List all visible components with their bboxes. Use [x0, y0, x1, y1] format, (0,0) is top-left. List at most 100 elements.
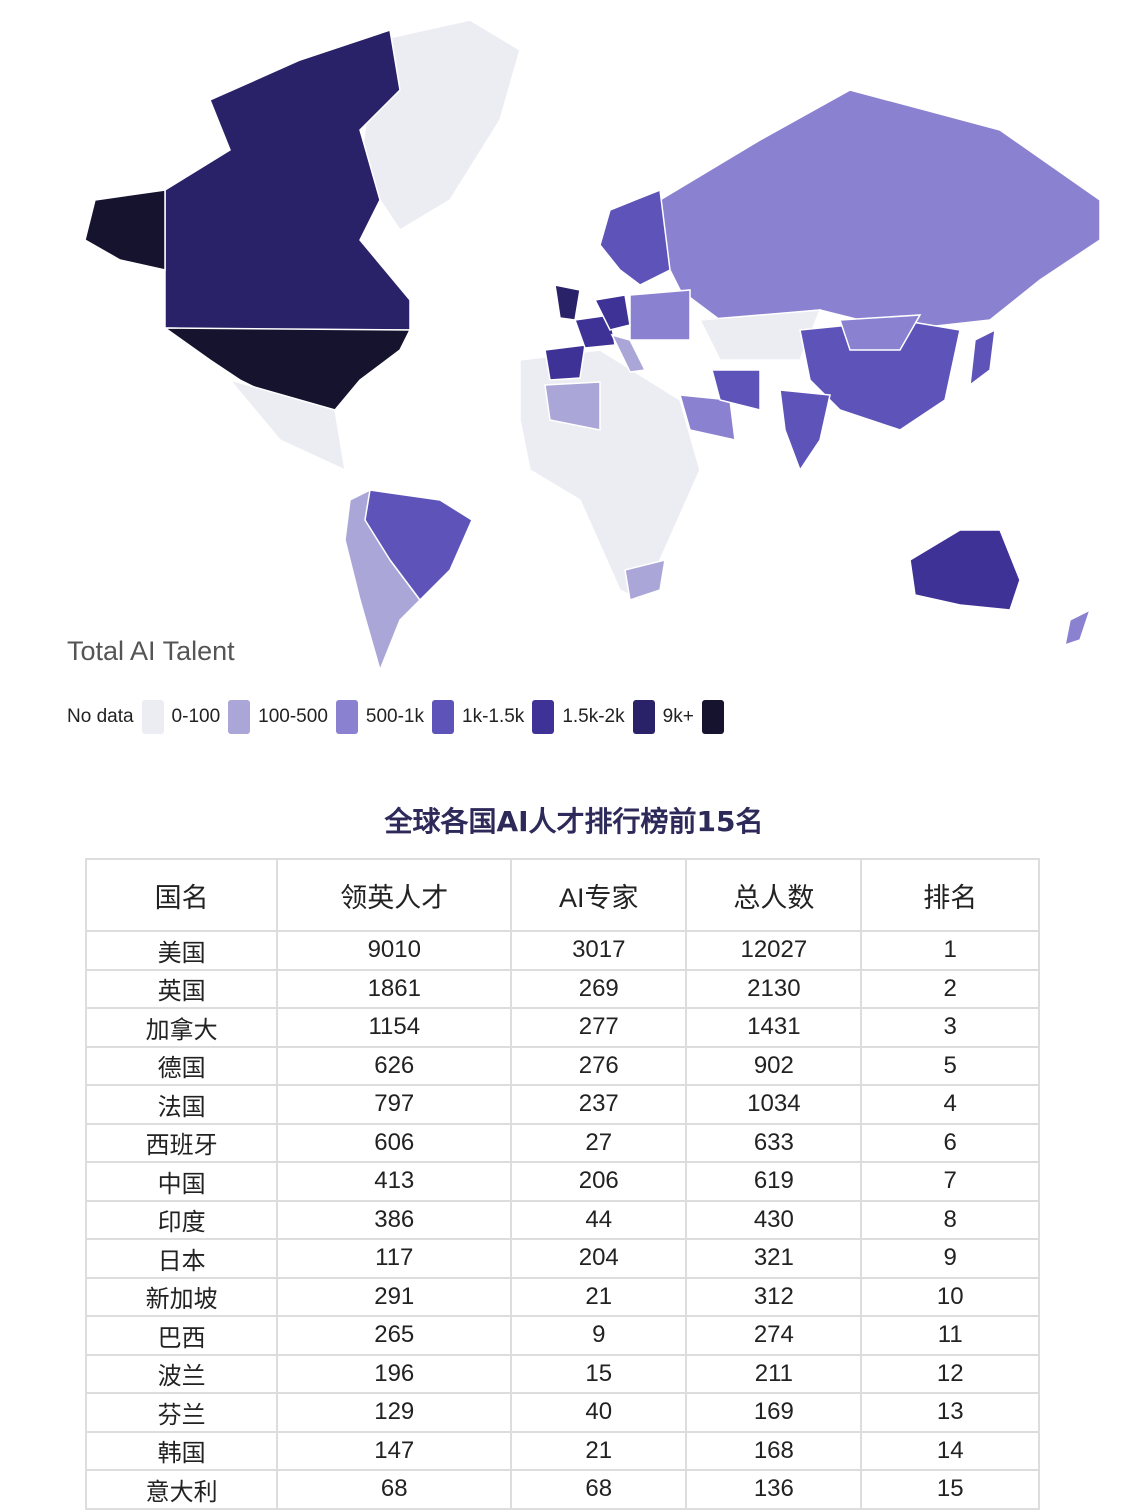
table-cell: 276	[510, 1045, 688, 1086]
table-cell: 68	[510, 1469, 688, 1510]
table-cell: 1034	[685, 1084, 863, 1125]
table-cell: 15	[860, 1469, 1040, 1510]
table-cell: 147	[276, 1430, 513, 1471]
legend-swatch	[432, 700, 454, 734]
legend-label: 1k-1.5k	[462, 706, 525, 727]
table-cell: 129	[276, 1392, 513, 1433]
region-france	[573, 314, 616, 349]
table-cell: 11	[860, 1315, 1040, 1356]
table-cell: 8	[860, 1199, 1040, 1240]
table-cell: 206	[510, 1161, 688, 1202]
region-russia	[659, 89, 1101, 331]
legend-swatch	[335, 700, 358, 734]
table-cell: 12	[860, 1353, 1040, 1394]
table-cell: 1431	[685, 1007, 863, 1048]
table-cell: 606	[276, 1122, 513, 1163]
table-cell: 237	[510, 1084, 688, 1125]
table-cell: 211	[685, 1353, 863, 1394]
table-cell: 40	[510, 1392, 688, 1433]
table-cell: 5	[860, 1045, 1040, 1086]
header-row: 国名 领英人才 AI专家 总人数 排名	[84, 858, 1040, 932]
region-new-zealand	[1064, 608, 1092, 647]
legend-item: 0-100	[172, 700, 251, 734]
table-cell: 3	[860, 1007, 1040, 1048]
table-cell: 274	[685, 1315, 863, 1356]
table-cell: 9010	[276, 930, 513, 971]
table-cell: 法国	[84, 1084, 279, 1125]
region-iran	[711, 369, 761, 411]
table-cell: 68	[276, 1469, 513, 1510]
table-row: 美国 9010 3017 12027 1	[84, 930, 1040, 971]
table-cell: 117	[276, 1238, 513, 1279]
legend-label: No data	[67, 706, 134, 727]
table-cell: 波兰	[84, 1353, 279, 1394]
table-row: 韩国 147 21 168 14	[84, 1430, 1040, 1471]
table-row: 德国 626 276 902 5	[84, 1045, 1040, 1086]
table-cell: 13	[860, 1392, 1040, 1433]
column-header: 国名	[84, 858, 279, 932]
table-cell: 169	[685, 1392, 863, 1433]
table-cell: 633	[685, 1122, 863, 1163]
table-cell: 6	[860, 1122, 1040, 1163]
column-header: 排名	[860, 858, 1040, 932]
table-cell: 韩国	[84, 1430, 279, 1471]
legend-swatch	[141, 700, 164, 734]
table-cell: 21	[510, 1430, 688, 1471]
legend-label: 1.5k-2k	[562, 706, 625, 727]
table-row: 法国 797 237 1034 4	[84, 1084, 1040, 1125]
table-cell: 291	[276, 1276, 513, 1317]
table-cell: 7	[860, 1161, 1040, 1202]
table-cell: 277	[510, 1007, 688, 1048]
table-cell: 1861	[276, 968, 513, 1009]
table-cell: 430	[685, 1199, 863, 1240]
legend-item: 100-500	[258, 700, 358, 734]
table-row: 加拿大 1154 277 1431 3	[84, 1007, 1040, 1048]
table-row: 芬兰 129 40 169 13	[84, 1392, 1040, 1433]
region-germany	[593, 294, 631, 331]
column-header: 总人数	[685, 858, 863, 932]
table-cell: 14	[860, 1430, 1040, 1471]
region-mexico	[227, 378, 346, 472]
table-row: 波兰 196 15 211 12	[84, 1353, 1040, 1394]
table-cell: 1154	[276, 1007, 513, 1048]
table-cell: 意大利	[84, 1469, 279, 1510]
table-cell: 1	[860, 930, 1040, 971]
table-row: 新加坡 291 21 312 10	[84, 1276, 1040, 1317]
table-cell: 386	[276, 1199, 513, 1240]
table-cell: 196	[276, 1353, 513, 1394]
region-kazakhstan	[698, 309, 822, 361]
legend-label: 9k+	[662, 706, 694, 727]
table-row: 巴西 265 9 274 11	[84, 1315, 1040, 1356]
ranking-table: 国名 领英人才 AI专家 总人数 排名 美国 9010 3017 12027 1 英国 1861 26…	[84, 858, 1040, 1510]
table-row: 日本 117 204 321 9	[84, 1238, 1040, 1279]
legend-item: 1.5k-2k	[562, 700, 655, 734]
column-header: 领英人才	[276, 858, 513, 932]
region-scandinavia	[599, 188, 671, 286]
legend-swatch	[228, 700, 251, 734]
region-brazil	[364, 489, 473, 602]
table-cell: 英国	[84, 968, 279, 1009]
table-row: 印度 386 44 430 8	[84, 1199, 1040, 1240]
table-cell: 加拿大	[84, 1007, 279, 1048]
table-cell: 新加坡	[84, 1276, 279, 1317]
table-cell: 204	[510, 1238, 688, 1279]
table-cell: 3017	[510, 930, 688, 971]
table-cell: 265	[276, 1315, 513, 1356]
table-cell: 美国	[84, 930, 279, 971]
table-cell: 芬兰	[84, 1392, 279, 1433]
region-south-africa	[624, 558, 666, 601]
legend-label: 0-100	[171, 706, 221, 727]
region-mongolia	[838, 314, 922, 351]
legend-title: Total AI Talent	[67, 636, 235, 666]
table-cell: 中国	[84, 1161, 279, 1202]
region-uk	[554, 284, 581, 321]
region-australia	[909, 529, 1021, 611]
table-cell: 136	[685, 1469, 863, 1510]
table-cell: 619	[685, 1161, 863, 1202]
table-cell: 168	[685, 1430, 863, 1471]
table-cell: 9	[510, 1315, 688, 1356]
table-cell: 312	[685, 1276, 863, 1317]
table-cell: 269	[510, 968, 688, 1009]
region-japan	[969, 328, 996, 387]
legend-swatch	[532, 700, 555, 734]
